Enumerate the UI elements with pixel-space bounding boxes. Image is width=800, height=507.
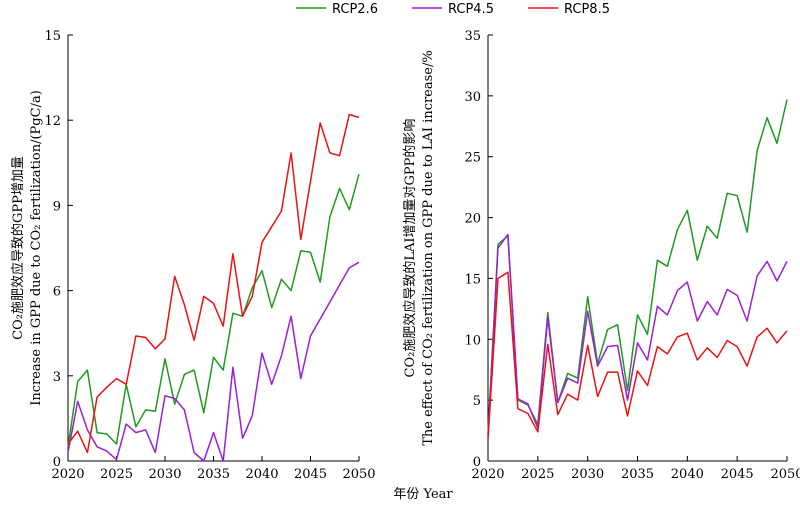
- right-x-tick-label: 2050: [770, 467, 800, 482]
- left-x-tick-label: 2050: [342, 467, 375, 482]
- right-x-tick-label: 2020: [471, 467, 504, 482]
- right-x-tick-label: 2045: [721, 467, 754, 482]
- left-y-axis-label-en: Increase in GPP due to CO₂ fertilization…: [29, 90, 44, 406]
- right-y-tick-label: 10: [464, 333, 481, 348]
- legend-label-rcp85: RCP8.5: [564, 2, 610, 17]
- right-series-rcp26: [487, 99, 788, 435]
- right-y-tick-label: 5: [473, 394, 481, 409]
- left-series-rcp85: [67, 113, 360, 454]
- right-y-tick-label: 30: [464, 90, 481, 105]
- left-y-tick-label: 3: [53, 370, 61, 385]
- left-y-tick-label: 0: [53, 455, 61, 470]
- left-y-tick-label: 9: [53, 199, 61, 214]
- right-series-rcp45: [487, 233, 788, 437]
- right-y-tick-label: 25: [464, 151, 481, 166]
- right-y-tick-label: 15: [464, 272, 481, 287]
- right-x-tick-label: 2040: [671, 467, 704, 482]
- left-y-tick-label: 15: [44, 29, 61, 44]
- left-x-tick-label: 2030: [148, 467, 181, 482]
- right-y-axis-label-en: The effect of CO₂ fertilization on GPP d…: [421, 50, 436, 445]
- left-x-tick-label: 2035: [197, 467, 230, 482]
- right-y-tick-label: 0: [473, 455, 481, 470]
- left-x-tick-label: 2020: [51, 467, 84, 482]
- left-x-tick-label: 2040: [245, 467, 278, 482]
- left-y-axis-label-cn: CO₂施肥效应导致的GPP增加量: [10, 156, 26, 340]
- left-chart: 0 3 6 9 12 15 2020 2025 2030 2035 2040 2045 2050 CO₂施…: [10, 29, 376, 482]
- legend-label-rcp26: RCP2.6: [332, 2, 378, 17]
- right-x-tick-label: 2035: [621, 467, 654, 482]
- right-series-rcp85: [487, 271, 788, 440]
- right-y-tick-label: 35: [464, 29, 481, 44]
- right-x-tick-label: 2030: [571, 467, 604, 482]
- left-x-tick-label: 2025: [100, 467, 133, 482]
- x-axis-label: 年份 Year: [393, 487, 453, 502]
- right-y-axis-label-cn: CO₂施肥效应导致的LAI增加量对GPP的影响: [402, 119, 418, 378]
- right-x-tick-label: 2025: [521, 467, 554, 482]
- left-y-tick-label: 6: [53, 285, 61, 300]
- legend-label-rcp45: RCP4.5: [448, 2, 494, 17]
- left-x-tick-label: 2045: [294, 467, 327, 482]
- left-series-rcp26: [67, 174, 360, 447]
- legend: RCP2.6 RCP4.5 RCP8.5: [296, 2, 610, 17]
- left-y-tick-label: 12: [44, 114, 61, 129]
- left-series-rcp45: [67, 261, 360, 462]
- right-y-tick-label: 20: [464, 212, 481, 227]
